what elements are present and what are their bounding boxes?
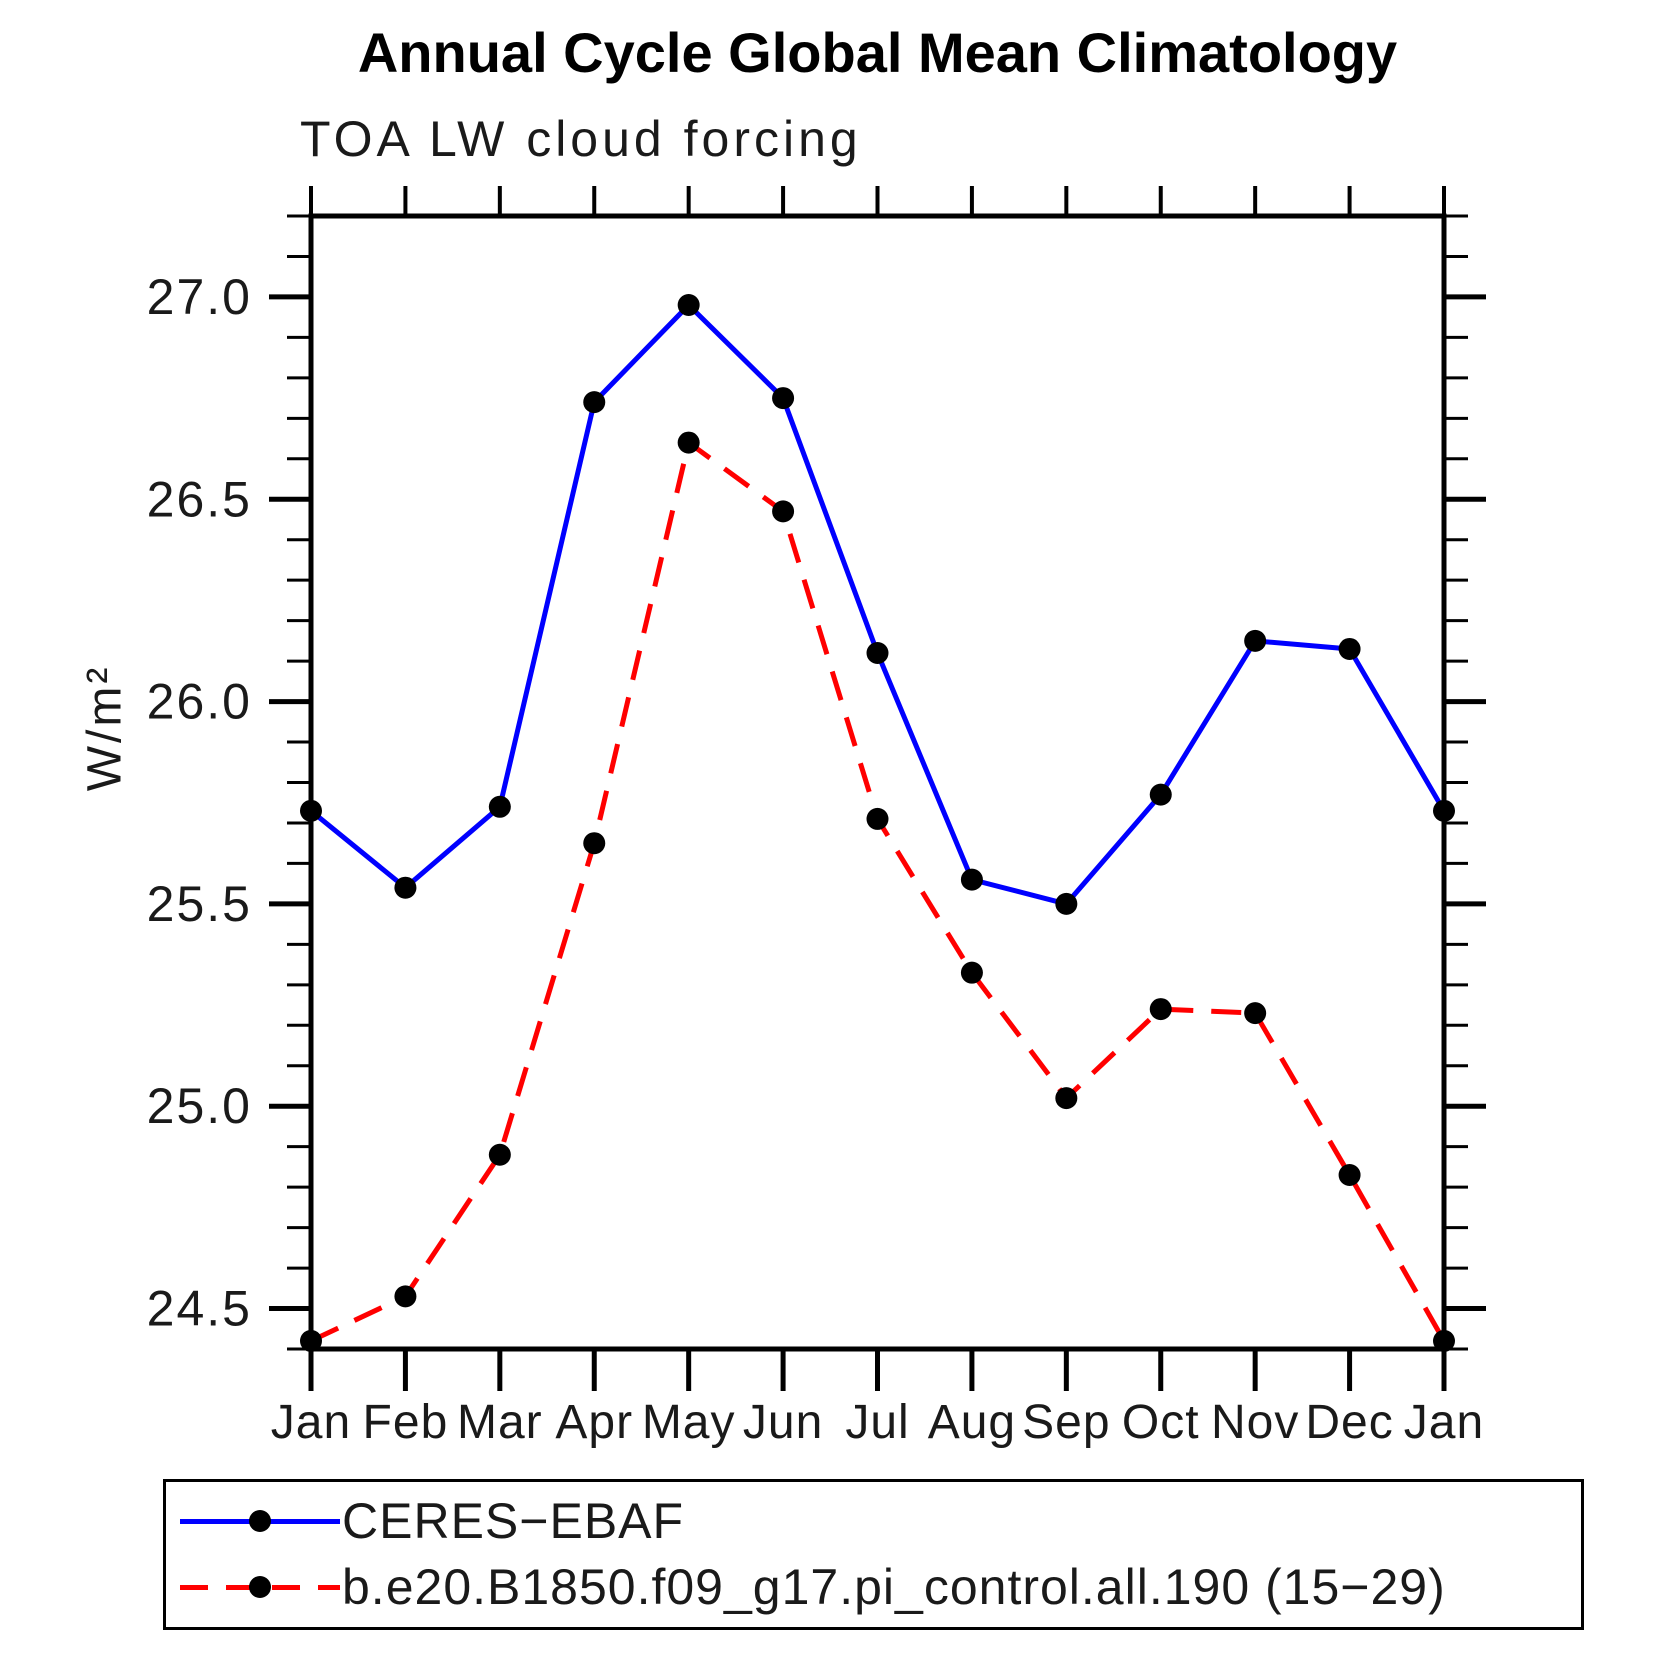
y-tick-label: 25.0: [147, 1078, 252, 1134]
data-point-marker: [772, 500, 795, 523]
data-point-marker: [394, 1285, 417, 1308]
legend-marker-dot: [249, 1576, 271, 1598]
x-tick-label: Mar: [457, 1396, 543, 1449]
y-tick-label: 26.0: [147, 674, 252, 730]
y-tick-label: 25.5: [147, 876, 252, 932]
data-point-marker: [394, 876, 417, 899]
data-point-marker: [1338, 637, 1361, 660]
y-tick-label: 24.5: [147, 1281, 252, 1337]
data-point-marker: [866, 642, 889, 665]
legend-label-model-run: b.e20.B1850.f09_g17.pi_control.all.190 (…: [342, 1559, 1446, 1615]
data-point-marker: [960, 868, 983, 891]
data-point-marker: [1244, 1002, 1267, 1025]
legend-item-ceres-ebaf: CERES−EBAF: [180, 1488, 684, 1554]
x-tick-label: Sep: [1022, 1396, 1110, 1449]
data-point-marker: [300, 1329, 322, 1352]
x-tick-label: Oct: [1122, 1396, 1200, 1449]
data-point-marker: [583, 832, 606, 855]
legend: CERES−EBAF b.e20.B1850.f09_g17.pi_contro…: [163, 1479, 1584, 1630]
x-tick-label: Apr: [555, 1396, 633, 1449]
x-tick-label: Aug: [928, 1396, 1016, 1449]
chart-title: Annual Cycle Global Mean Climatology: [357, 21, 1398, 84]
x-tick-label: Jul: [845, 1396, 909, 1449]
data-point-marker: [1055, 1087, 1078, 1110]
data-point-marker: [677, 431, 700, 454]
y-tick-label: 27.0: [147, 269, 252, 325]
data-point-marker: [583, 391, 606, 414]
data-point-marker: [1149, 783, 1172, 806]
legend-line-sample-solid: [180, 1510, 340, 1532]
x-tick-label: Jun: [743, 1396, 823, 1449]
data-point-marker: [1338, 1164, 1361, 1187]
legend-label-ceres-ebaf: CERES−EBAF: [342, 1493, 685, 1549]
legend-line-sample-dashed: [180, 1576, 340, 1598]
data-point-marker: [488, 795, 511, 818]
data-point-marker: [866, 807, 889, 830]
series-line-1: [309, 440, 1447, 1344]
data-point-marker: [1055, 892, 1078, 915]
data-point-marker: [960, 961, 983, 984]
chart-subtitle: TOA LW cloud forcing: [300, 111, 862, 167]
x-tick-label: May: [642, 1396, 736, 1449]
x-tick-label: Nov: [1211, 1396, 1299, 1449]
data-point-marker: [772, 387, 795, 410]
x-tick-label: Jan: [1404, 1396, 1484, 1449]
legend-marker-dot: [249, 1510, 271, 1532]
data-point-marker: [300, 799, 322, 822]
data-point-marker: [677, 294, 700, 317]
data-point-marker: [1433, 799, 1455, 822]
legend-item-model-run: b.e20.B1850.f09_g17.pi_control.all.190 (…: [180, 1554, 1446, 1620]
x-tick-label: Feb: [363, 1396, 449, 1449]
data-point-marker: [1433, 1329, 1455, 1352]
x-tick-label: Jan: [271, 1396, 351, 1449]
data-point-marker: [1244, 629, 1267, 652]
data-point-marker: [1149, 998, 1172, 1021]
y-tick-label: 26.5: [147, 471, 252, 527]
x-tick-label: Dec: [1305, 1396, 1393, 1449]
data-point-marker: [488, 1143, 511, 1166]
